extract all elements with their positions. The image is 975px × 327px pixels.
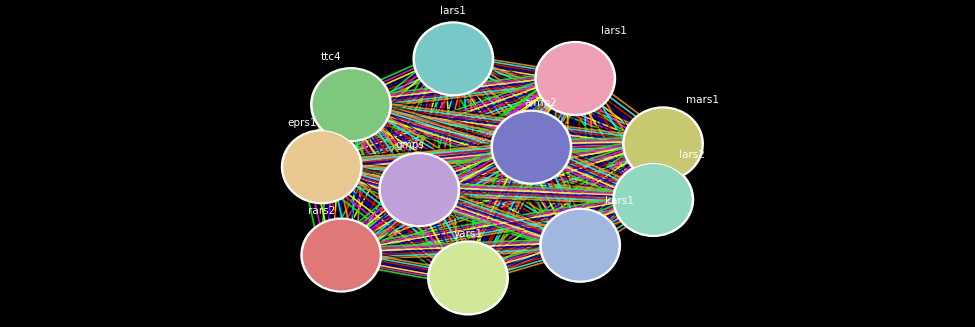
Ellipse shape <box>536 43 614 114</box>
Ellipse shape <box>283 131 361 203</box>
Ellipse shape <box>612 162 694 237</box>
Ellipse shape <box>380 154 458 226</box>
Ellipse shape <box>300 217 382 293</box>
Text: lars1: lars1 <box>441 6 466 16</box>
Ellipse shape <box>624 108 702 180</box>
Ellipse shape <box>534 41 616 116</box>
Ellipse shape <box>427 240 509 316</box>
Ellipse shape <box>414 23 492 95</box>
Text: lars1: lars1 <box>602 26 627 36</box>
Ellipse shape <box>378 152 460 227</box>
Text: rars2: rars2 <box>308 206 335 216</box>
Ellipse shape <box>312 69 390 141</box>
Ellipse shape <box>412 21 494 96</box>
Ellipse shape <box>490 110 572 185</box>
Ellipse shape <box>622 106 704 181</box>
Text: aimp2: aimp2 <box>525 98 558 108</box>
Ellipse shape <box>310 67 392 142</box>
Text: lars2: lars2 <box>680 150 705 160</box>
Ellipse shape <box>539 208 621 283</box>
Text: kars1: kars1 <box>604 196 634 206</box>
Ellipse shape <box>492 111 570 183</box>
Ellipse shape <box>541 209 619 281</box>
Text: yars1: yars1 <box>453 229 483 239</box>
Ellipse shape <box>614 164 692 235</box>
Text: ttc4: ttc4 <box>321 52 342 62</box>
Text: mars1: mars1 <box>685 95 719 105</box>
Ellipse shape <box>429 242 507 314</box>
Ellipse shape <box>302 219 380 291</box>
Text: eprs1: eprs1 <box>288 117 317 128</box>
Ellipse shape <box>281 129 363 204</box>
Text: gmps: gmps <box>395 140 424 150</box>
